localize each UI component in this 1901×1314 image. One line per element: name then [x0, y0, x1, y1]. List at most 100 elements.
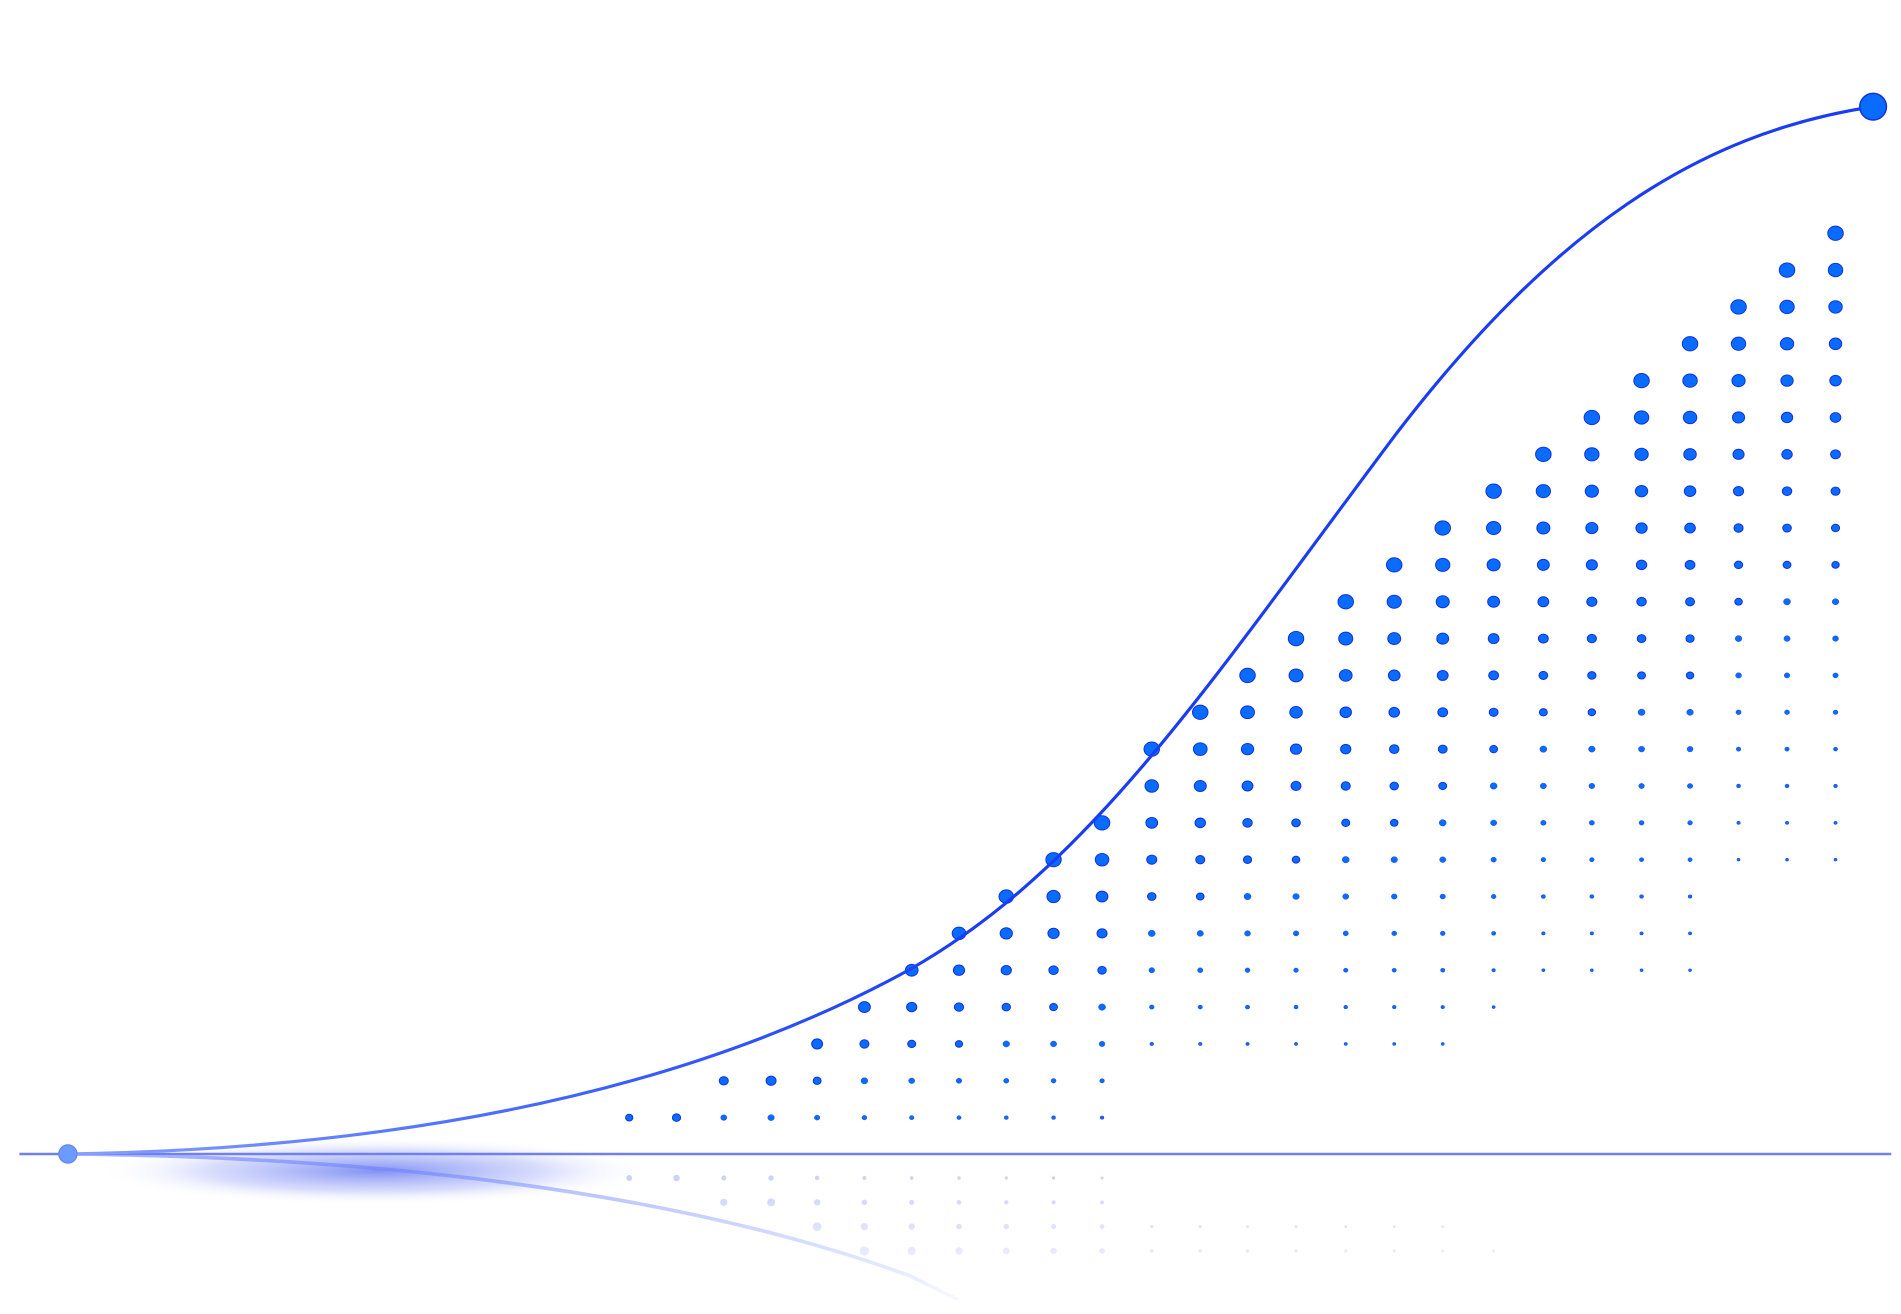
grid-dot	[1686, 709, 1694, 716]
grid-dot	[1684, 522, 1696, 534]
grid-dot	[1198, 1042, 1203, 1046]
grid-dot	[1149, 1041, 1154, 1046]
grid-dot	[811, 1038, 824, 1050]
grid-dot	[956, 1115, 962, 1120]
grid-dot	[1490, 819, 1497, 826]
grid-dot	[1540, 857, 1546, 863]
grid-dot	[1828, 337, 1843, 351]
grid-dot	[1586, 633, 1597, 644]
reflected-dot	[1002, 1247, 1010, 1255]
grid-dot	[1583, 409, 1601, 426]
grid-dot	[1540, 782, 1547, 790]
grid-dot	[1436, 669, 1449, 681]
grid-dot	[1389, 781, 1399, 791]
grid-dot	[1392, 1042, 1397, 1046]
reflected-dot	[909, 1176, 914, 1180]
grid-dot	[1589, 820, 1595, 826]
grid-dot	[1440, 930, 1446, 936]
grid-dot	[1390, 856, 1398, 863]
grid-dot	[1829, 374, 1842, 387]
grid-dot	[1784, 672, 1791, 679]
grid-dot	[1736, 857, 1741, 862]
grid-dot	[1682, 373, 1698, 388]
grid-dot	[1192, 704, 1209, 720]
grid-dot	[1094, 852, 1110, 867]
grid-dot	[1440, 1042, 1445, 1046]
grid-dot	[1688, 968, 1692, 972]
reflected-dot	[1344, 1225, 1348, 1228]
grid-dot	[1730, 299, 1747, 315]
grid-dot	[1688, 931, 1693, 936]
grid-dot	[1731, 374, 1746, 388]
grid-dot	[1003, 1078, 1010, 1084]
grid-dot	[1388, 744, 1400, 754]
grid-dot	[1736, 746, 1742, 752]
reflected-dot	[1149, 1249, 1154, 1253]
grid-dot	[1000, 965, 1012, 976]
grid-dot	[1437, 744, 1448, 754]
reflected-dot	[626, 1175, 633, 1181]
grid-dot	[1292, 893, 1300, 900]
grid-dot	[1440, 968, 1446, 973]
grid-dot	[1046, 889, 1061, 904]
grid-dot	[1343, 1042, 1348, 1046]
grid-dot	[952, 964, 966, 976]
dot-grid	[625, 225, 1844, 1122]
grid-dot	[1491, 1005, 1496, 1009]
grid-dot	[1536, 558, 1550, 571]
grid-dot	[1485, 483, 1502, 499]
grid-dot	[1436, 632, 1450, 645]
grid-dot	[1486, 520, 1502, 536]
grid-dot	[1687, 857, 1693, 862]
grid-dot	[1685, 634, 1695, 643]
grid-dot	[1294, 1042, 1298, 1046]
grid-dot	[1537, 633, 1549, 644]
grid-dot	[1287, 630, 1305, 647]
baseline-glow	[96, 1137, 655, 1205]
grid-dot	[1391, 968, 1397, 973]
grid-dot	[1736, 783, 1741, 789]
grid-dot	[671, 1113, 682, 1122]
grid-dot	[1289, 706, 1303, 719]
grid-dot	[1833, 783, 1838, 788]
grid-dot	[1491, 931, 1496, 936]
grid-dot	[1683, 485, 1697, 497]
grid-dot	[1098, 1003, 1106, 1011]
grid-dot	[1780, 374, 1794, 387]
grid-dot	[1195, 892, 1205, 901]
reflected-dot	[957, 1176, 961, 1180]
grid-dot	[1437, 707, 1449, 718]
grid-dot	[1147, 892, 1157, 901]
grid-dot	[1535, 484, 1551, 499]
grid-dot	[1244, 967, 1251, 973]
grid-dot	[1536, 521, 1551, 535]
grid-dot	[1342, 893, 1349, 900]
grid-dot	[1340, 743, 1352, 755]
grid-dot	[1340, 781, 1351, 791]
reflected-dot	[1004, 1200, 1009, 1205]
grid-dot	[1735, 635, 1743, 642]
grid-dot	[1541, 931, 1546, 936]
grid-dot	[1589, 931, 1594, 936]
grid-dot	[1585, 521, 1599, 535]
start-dot	[58, 1144, 78, 1164]
grid-dot	[1488, 670, 1500, 681]
reflected-dot	[860, 1222, 869, 1231]
grid-dot	[1240, 742, 1255, 756]
reflected-dot	[1051, 1224, 1057, 1230]
grid-dot	[1392, 1005, 1397, 1010]
grid-dot	[1736, 820, 1741, 825]
reflected-dot	[1003, 1223, 1009, 1230]
grid-dot	[1343, 967, 1349, 973]
grid-dot	[1388, 706, 1401, 718]
grid-dot	[1245, 1004, 1250, 1010]
grid-dot	[1639, 931, 1644, 936]
reflected-dot	[956, 1200, 962, 1205]
grid-dot	[1541, 968, 1546, 972]
grid-dot	[1684, 559, 1696, 570]
grid-dot	[1733, 560, 1744, 570]
grid-dot	[1145, 816, 1159, 829]
grid-dot	[1584, 447, 1600, 462]
grid-dot	[1144, 779, 1160, 793]
grid-dot	[1289, 743, 1303, 755]
